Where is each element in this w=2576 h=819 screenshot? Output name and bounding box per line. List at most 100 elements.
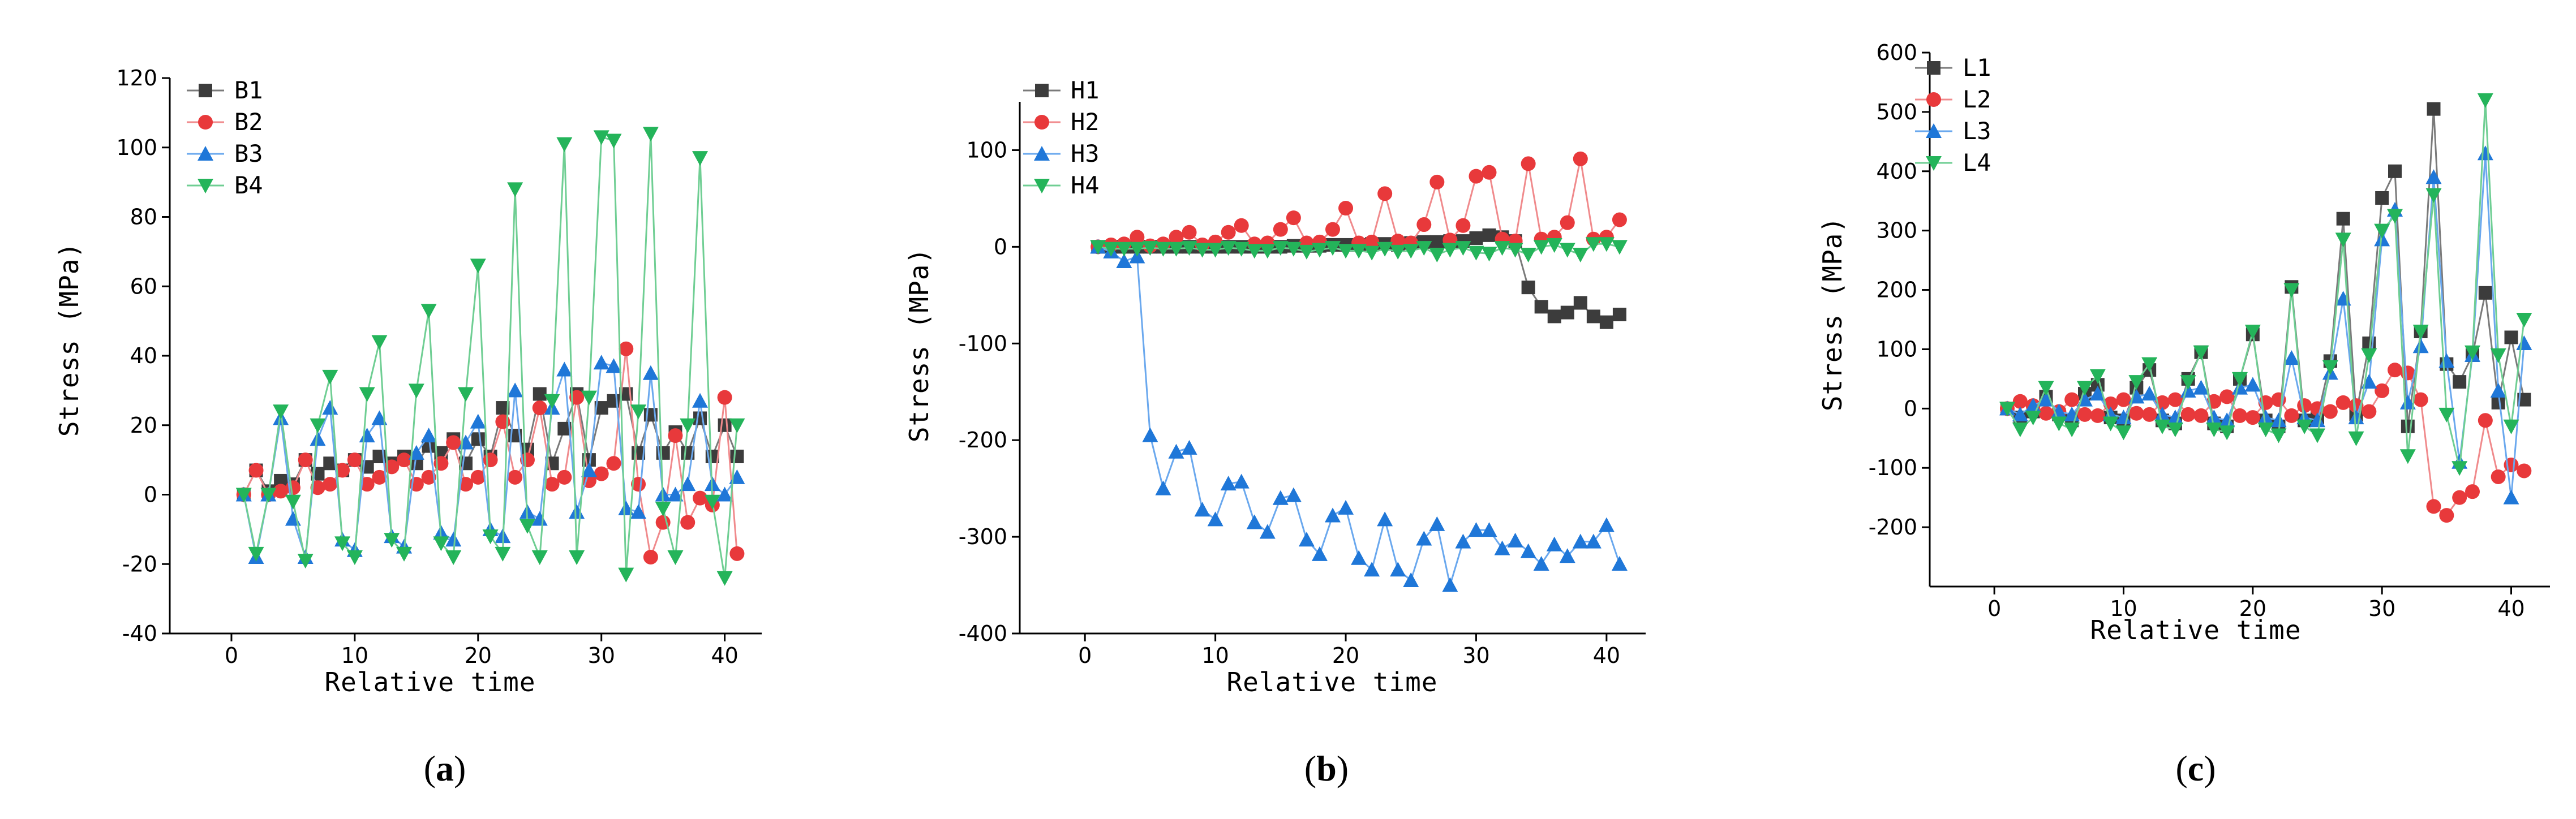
data-point-B2 <box>359 477 375 492</box>
data-point-B4 <box>458 387 474 402</box>
data-point-H3 <box>1442 577 1458 592</box>
data-point-H3 <box>1507 532 1523 548</box>
data-point-H4 <box>1207 243 1223 258</box>
data-point-L2 <box>2038 406 2054 421</box>
data-point-H1 <box>1534 300 1548 314</box>
data-point-L2 <box>2322 404 2338 419</box>
data-point-L4 <box>2425 188 2442 203</box>
data-point-H3 <box>1351 550 1367 565</box>
data-point-B4 <box>692 151 709 166</box>
data-point-L3 <box>2154 406 2170 421</box>
data-point-B2 <box>273 484 289 499</box>
data-point-H3 <box>1325 507 1341 523</box>
data-point-H3 <box>1155 480 1171 495</box>
data-point-B1 <box>730 449 744 463</box>
series-line-L3 <box>2007 153 2525 498</box>
data-point-H4 <box>1533 240 1549 255</box>
data-point-L4 <box>2244 324 2261 339</box>
legend-label-L4: L4 <box>1963 149 1991 176</box>
data-point-H4 <box>1259 244 1276 259</box>
legend-marker-B2 <box>198 115 213 130</box>
axes-c: 0 10 20 30 40 -200 -100 0 100 200 300 400 500 600 <box>1869 40 2550 621</box>
data-point-L4 <box>2270 428 2287 443</box>
data-point-L3 <box>2425 169 2442 184</box>
data-point-H3 <box>1468 522 1484 537</box>
data-point-B2 <box>532 400 547 416</box>
data-point-L3 <box>2374 231 2390 247</box>
data-point-L3 <box>2503 489 2519 505</box>
data-point-H1 <box>1482 228 1496 242</box>
data-point-H3 <box>1194 502 1210 517</box>
y-tick-label-a: 80 <box>130 205 157 230</box>
data-point-B4 <box>716 571 733 586</box>
data-point-L4 <box>2438 407 2455 423</box>
legend-marker-L4 <box>1926 156 1942 171</box>
data-point-L3 <box>2399 394 2416 410</box>
data-point-L4 <box>2219 425 2235 441</box>
data-point-L4 <box>2503 419 2519 434</box>
data-point-L3 <box>2490 382 2506 398</box>
data-point-L3 <box>2193 380 2209 395</box>
data-point-B3 <box>408 445 424 460</box>
data-point-L2 <box>2167 392 2183 407</box>
x-tick-label-c: 20 <box>2239 596 2266 621</box>
y-tick-label-a: 0 <box>144 482 157 507</box>
y-tick-label-c: 0 <box>1904 396 1917 421</box>
data-point-B2 <box>668 428 683 443</box>
data-point-H4 <box>1494 241 1510 256</box>
data-point-B4 <box>273 404 289 420</box>
data-point-L4 <box>2141 357 2158 372</box>
data-point-B4 <box>642 127 659 142</box>
chart-panel-c: 0 10 20 30 40 -200 -100 0 100 200 300 400 500 600 Rel… <box>1817 40 2550 788</box>
data-point-H3 <box>1364 562 1380 577</box>
data-point-L4 <box>2387 209 2403 224</box>
y-tick-label-a: 20 <box>130 413 157 438</box>
data-point-B1 <box>471 432 485 446</box>
legend-label-H1: H1 <box>1071 76 1100 104</box>
data-point-L4 <box>2025 411 2041 426</box>
panel-label-letter-a: a <box>436 748 454 788</box>
data-point-H3 <box>1298 532 1315 547</box>
y-tick-label-c: -200 <box>1869 515 1917 540</box>
x-tick-label-b: 40 <box>1593 643 1620 668</box>
data-point-H3 <box>1285 487 1302 502</box>
data-point-L4 <box>2206 423 2222 438</box>
data-point-L3 <box>2477 145 2493 161</box>
data-point-B4 <box>235 488 252 503</box>
legend-label-L1: L1 <box>1963 54 1991 81</box>
data-point-B4 <box>260 488 277 503</box>
data-point-H4 <box>1181 241 1197 256</box>
data-point-B2 <box>606 456 621 471</box>
data-point-H2 <box>1429 174 1445 189</box>
data-point-H4 <box>1325 241 1341 256</box>
data-point-H3 <box>1338 499 1354 515</box>
data-point-B4 <box>655 502 671 517</box>
legend-item-L3: L3 <box>1915 117 1991 145</box>
data-point-H3 <box>1598 517 1615 532</box>
data-point-B3 <box>285 511 301 526</box>
data-point-H2 <box>1390 234 1406 249</box>
data-point-H4 <box>1429 248 1445 263</box>
data-point-B2 <box>397 452 412 468</box>
data-point-L4 <box>2180 375 2196 390</box>
data-point-H4 <box>1103 242 1119 257</box>
data-point-B3 <box>310 431 326 446</box>
legend-marker-L3 <box>1926 123 1942 138</box>
data-point-L4 <box>2102 416 2119 432</box>
data-point-H4 <box>1351 244 1367 259</box>
data-point-B1 <box>718 418 732 432</box>
data-point-B4 <box>569 550 585 565</box>
data-point-L2 <box>2193 408 2209 423</box>
y-tick-label-a: -40 <box>122 621 157 646</box>
legend-item-H1: H1 <box>1023 76 1100 104</box>
data-point-H2 <box>1221 225 1236 240</box>
legend-marker-L2 <box>1926 92 1941 107</box>
data-point-L2 <box>2388 363 2402 378</box>
legend-item-L1: L1 <box>1915 54 1991 81</box>
data-point-H4 <box>1611 240 1628 255</box>
data-point-L4 <box>2012 423 2028 438</box>
data-point-B2 <box>717 390 732 405</box>
data-point-H4 <box>1377 242 1393 257</box>
data-point-B2 <box>619 341 634 356</box>
data-point-B2 <box>310 480 325 495</box>
